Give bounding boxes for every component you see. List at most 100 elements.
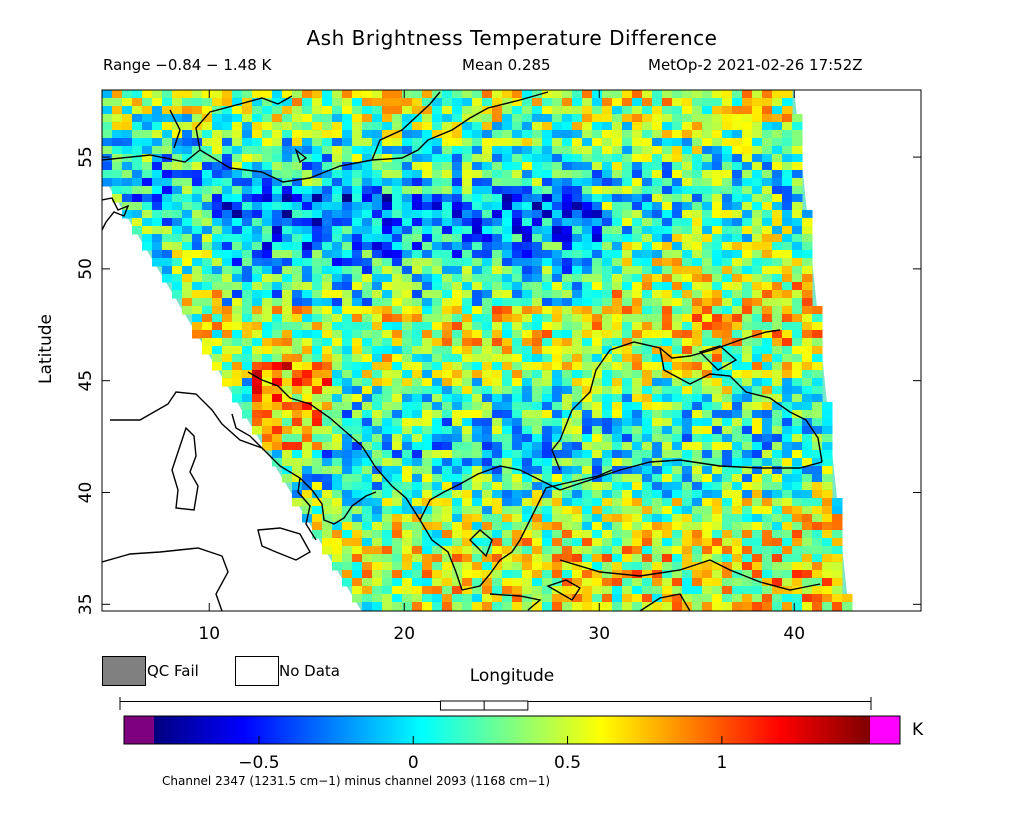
heatmap-cell — [772, 442, 783, 451]
heatmap-cell — [362, 338, 373, 347]
heatmap-cell — [732, 306, 743, 315]
heatmap-cell — [372, 578, 383, 587]
heatmap-cell — [392, 402, 403, 411]
heatmap-cell — [692, 122, 703, 131]
heatmap-cell — [332, 154, 343, 163]
heatmap-cell — [662, 322, 673, 331]
heatmap-cell — [562, 530, 573, 539]
heatmap-cell — [552, 90, 563, 99]
heatmap-cell — [692, 210, 703, 219]
heatmap-cell — [202, 226, 213, 235]
heatmap-cell — [562, 266, 573, 275]
heatmap-cell — [322, 234, 333, 243]
heatmap-cell — [282, 314, 293, 323]
heatmap-cell — [532, 458, 543, 467]
heatmap-cell — [332, 306, 343, 315]
heatmap-cell — [342, 418, 353, 427]
heatmap-cell — [302, 378, 313, 387]
heatmap-cell — [302, 90, 313, 99]
heatmap-cell — [662, 426, 673, 435]
heatmap-cell — [252, 290, 263, 299]
heatmap-cell — [292, 258, 303, 267]
heatmap-cell — [312, 298, 323, 307]
heatmap-cell — [652, 498, 663, 507]
heatmap-cell — [492, 546, 503, 555]
heatmap-cell — [162, 266, 173, 275]
heatmap-cell — [262, 346, 273, 355]
heatmap-cell — [412, 114, 423, 123]
heatmap-cell — [172, 146, 183, 155]
heatmap-cell — [442, 338, 453, 347]
heatmap-cell — [402, 394, 413, 403]
heatmap-cell — [392, 394, 403, 403]
heatmap-cell — [362, 170, 373, 179]
heatmap-cell — [422, 218, 433, 227]
heatmap-cell — [112, 186, 123, 195]
heatmap-cell — [622, 482, 633, 491]
heatmap-cell — [172, 282, 183, 291]
heatmap-cell — [202, 234, 213, 243]
heatmap-cell — [672, 226, 683, 235]
heatmap-cell — [362, 394, 373, 403]
heatmap-cell — [542, 122, 553, 131]
heatmap-cell — [722, 522, 733, 531]
heatmap-cell — [472, 266, 483, 275]
heatmap-cell — [472, 98, 483, 107]
heatmap-cell — [752, 434, 763, 443]
heatmap-cell — [622, 474, 633, 483]
heatmap-cell — [202, 154, 213, 163]
heatmap-cell — [502, 138, 513, 147]
heatmap-cell — [502, 186, 513, 195]
heatmap-cell — [162, 170, 173, 179]
heatmap-cell — [682, 370, 693, 379]
heatmap-cell — [462, 266, 473, 275]
heatmap-cell — [542, 426, 553, 435]
heatmap-cell — [352, 530, 363, 539]
heatmap-cell — [492, 266, 503, 275]
heatmap-cell — [782, 426, 793, 435]
heatmap-cell — [612, 306, 623, 315]
heatmap-cell — [502, 586, 513, 595]
heatmap-cell — [572, 202, 583, 211]
heatmap-cell — [562, 594, 573, 603]
heatmap-cell — [342, 114, 353, 123]
heatmap-cell — [512, 402, 523, 411]
heatmap-cell — [772, 594, 783, 603]
heatmap-cell — [502, 202, 513, 211]
heatmap-cell — [712, 178, 723, 187]
heatmap-cell — [382, 458, 393, 467]
heatmap-cell — [282, 250, 293, 259]
heatmap-cell — [112, 106, 123, 115]
heatmap-cell — [242, 122, 253, 131]
heatmap-cell — [302, 394, 313, 403]
heatmap-cell — [522, 314, 533, 323]
heatmap-cell — [512, 282, 523, 291]
heatmap-cell — [292, 418, 303, 427]
heatmap-cell — [462, 562, 473, 571]
heatmap-cell — [552, 490, 563, 499]
heatmap-cell — [532, 514, 543, 523]
heatmap-cell — [632, 578, 643, 587]
heatmap-cell — [772, 498, 783, 507]
heatmap-cell — [662, 498, 673, 507]
heatmap-cell — [702, 402, 713, 411]
heatmap-cell — [602, 594, 613, 603]
heatmap-cell — [712, 482, 723, 491]
heatmap-cell — [322, 378, 333, 387]
heatmap-cell — [382, 322, 393, 331]
heatmap-cell — [772, 234, 783, 243]
heatmap-cell — [582, 594, 593, 603]
heatmap-cell — [552, 130, 563, 139]
heatmap-cell — [252, 346, 263, 355]
heatmap-cell — [412, 570, 423, 579]
heatmap-cell — [542, 338, 553, 347]
heatmap-cell — [382, 90, 393, 99]
heatmap-cell — [402, 250, 413, 259]
heatmap-cell — [292, 498, 303, 507]
heatmap-cell — [662, 266, 673, 275]
heatmap-cell — [412, 562, 423, 571]
heatmap-cell — [502, 562, 513, 571]
heatmap-cell — [602, 410, 613, 419]
heatmap-cell — [742, 418, 753, 427]
heatmap-cell — [422, 258, 433, 267]
